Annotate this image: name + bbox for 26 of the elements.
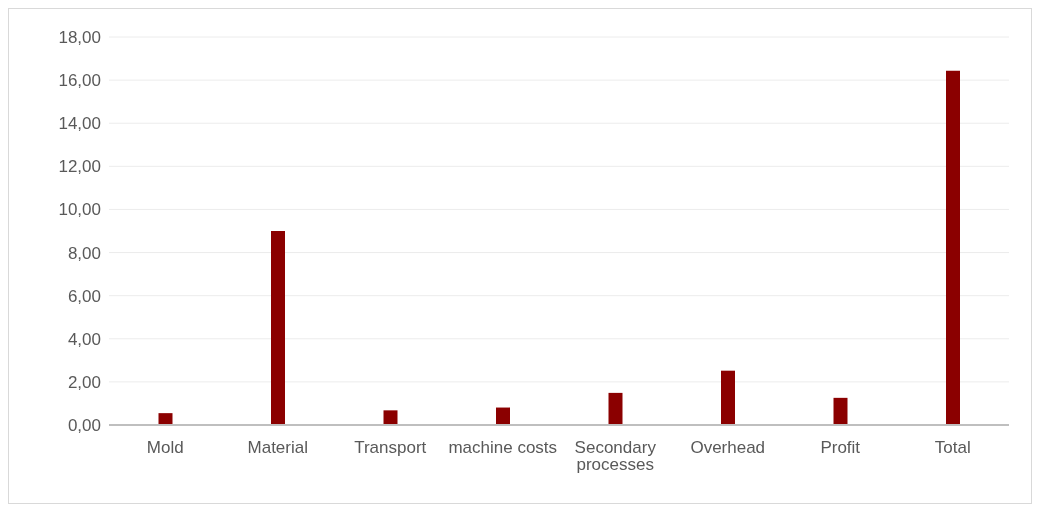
y-tick-label: 6,00 <box>67 286 101 306</box>
y-tick-label: 4,00 <box>67 329 101 349</box>
x-tick-label: Material <box>247 438 308 458</box>
x-tick-label: machine costs <box>448 438 558 458</box>
bar <box>946 70 960 425</box>
x-tick-label: Mold <box>146 438 184 458</box>
y-tick-label: 10,00 <box>58 200 101 220</box>
bar <box>383 410 398 425</box>
x-tick-label: Total <box>934 438 971 458</box>
bar <box>158 413 173 425</box>
y-tick-label: 18,00 <box>58 28 101 48</box>
bar <box>271 231 285 425</box>
bar <box>833 397 848 425</box>
x-tick-label: Transport <box>354 438 427 458</box>
bar <box>496 407 510 425</box>
y-tick-label: 14,00 <box>58 114 101 134</box>
y-tick-label: 16,00 <box>58 71 101 91</box>
y-tick-label: 12,00 <box>58 157 101 177</box>
y-tick-label: 0,00 <box>67 416 101 436</box>
y-tick-label: 2,00 <box>67 372 101 392</box>
bar <box>608 392 623 425</box>
x-tick-label: Secondary processes <box>574 438 657 475</box>
y-tick-label: 8,00 <box>67 243 101 263</box>
x-tick-label: Overhead <box>690 438 766 458</box>
x-tick-label: Profit <box>820 438 861 458</box>
bar <box>721 370 735 425</box>
